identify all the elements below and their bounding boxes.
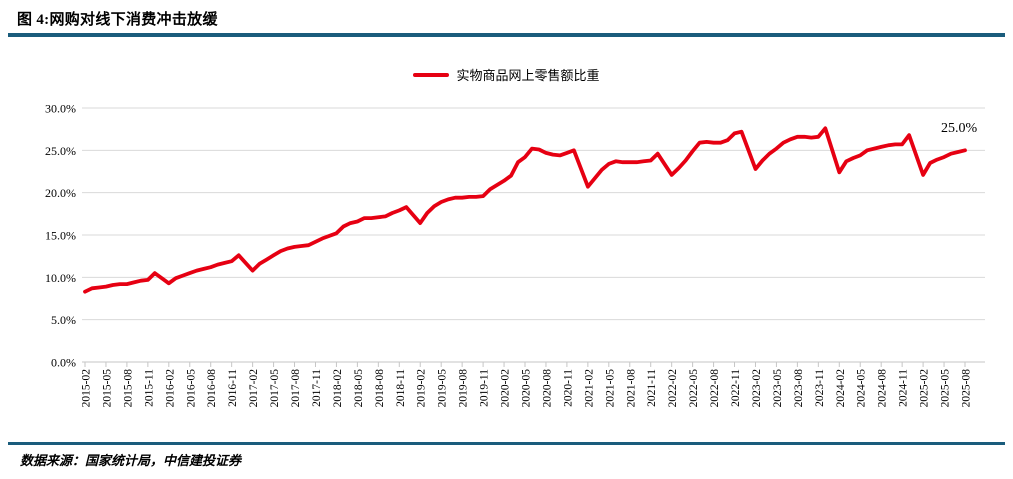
x-tick-label: 2020-08 [541,369,553,408]
x-tick-label: 2018-02 [332,369,344,408]
title-divider [8,33,1005,37]
x-tick-label: 2016-08 [206,369,218,408]
x-tick-label: 2019-08 [458,369,470,408]
x-tick-label: 2022-02 [667,369,679,408]
x-tick-label: 2020-05 [521,369,533,408]
x-tick-label: 2015-08 [122,369,134,408]
x-tick-label: 2021-11 [646,369,658,407]
x-tick-label: 2023-08 [793,369,805,408]
x-tick-label: 2015-11 [143,369,155,407]
figure-title: 图 4:网购对线下消费冲击放缓 [17,12,218,28]
x-tick-label: 2025-02 [919,369,931,408]
x-tick-label: 2016-02 [164,369,176,408]
x-tick-label: 2023-05 [772,369,784,408]
x-tick-label: 2016-05 [185,369,197,408]
y-tick-label: 25.0% [45,144,76,158]
x-tick-label: 2022-05 [688,369,700,408]
x-tick-label: 2018-11 [395,369,407,407]
x-tick-label: 2019-05 [437,369,449,408]
x-tick-label: 2024-02 [835,369,847,408]
series-line [83,126,967,294]
x-tick-label: 2023-02 [751,369,763,408]
data-source: 数据来源：国家统计局，中信建投证券 [20,453,242,468]
x-tick-label: 2024-08 [877,369,889,408]
y-tick-label: 0.0% [51,356,76,370]
last-point-label: 25.0% [941,121,978,136]
x-tick-label: 2017-02 [248,369,260,408]
x-tick-label: 2021-05 [604,369,616,408]
x-tick-label: 2021-08 [625,369,637,408]
x-tick-label: 2020-02 [500,369,512,408]
x-tick-label: 2022-08 [709,369,721,408]
x-tick-label: 2018-08 [374,369,386,408]
y-tick-label: 20.0% [45,186,76,200]
x-tick-label: 2025-05 [940,369,952,408]
chart-legend: 实物商品网上零售额比重 [0,65,1013,84]
x-tick-label: 2017-08 [290,369,302,408]
footer-divider [8,442,1005,445]
x-tick-label: 2017-05 [269,369,281,408]
x-tick-label: 2019-11 [479,369,491,407]
x-tick-label: 2025-08 [961,369,973,408]
y-tick-label: 15.0% [45,229,76,243]
x-tick-label: 2018-05 [353,369,365,408]
y-tick-label: 30.0% [45,102,76,116]
x-tick-label: 2015-02 [81,369,93,408]
x-tick-label: 2016-11 [227,369,239,407]
x-tick-label: 2021-02 [583,369,595,408]
legend-line-swatch [413,72,450,77]
x-tick-label: 2015-05 [101,369,113,408]
y-tick-label: 10.0% [45,271,76,285]
x-tick-label: 2024-11 [898,369,910,407]
x-tick-label: 2017-11 [311,369,323,407]
x-tick-label: 2019-02 [416,369,428,408]
x-tick-label: 2024-05 [856,369,868,408]
legend-label: 实物商品网上零售额比重 [456,68,600,83]
x-tick-label: 2022-11 [730,369,742,407]
y-tick-label: 5.0% [51,313,76,327]
x-tick-label: 2020-11 [562,369,574,407]
x-tick-label: 2023-11 [814,369,826,407]
